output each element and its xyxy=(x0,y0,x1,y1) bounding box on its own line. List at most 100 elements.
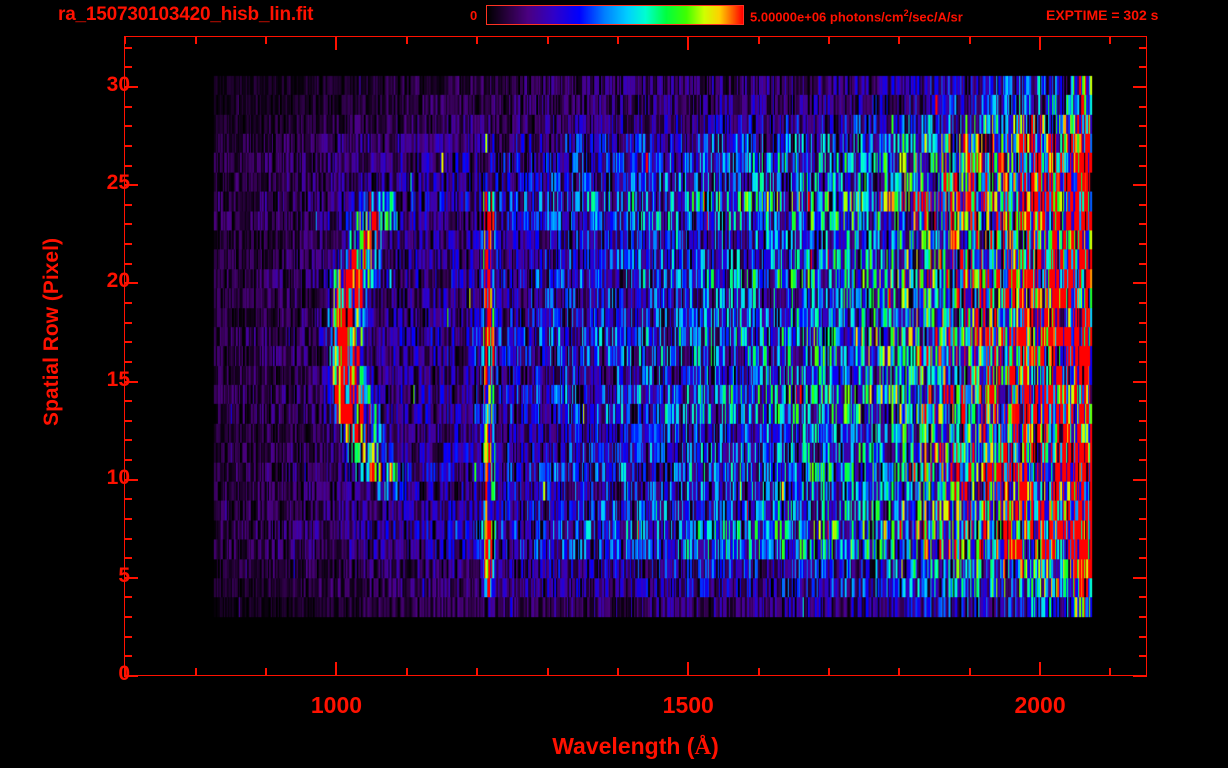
y-axis-minor-tick-right xyxy=(1139,517,1147,520)
y-axis-minor-tick xyxy=(124,360,132,363)
y-axis-minor-tick xyxy=(124,616,132,619)
y-axis-major-tick-right xyxy=(1133,282,1147,285)
x-axis-minor-tick-top xyxy=(616,36,619,44)
y-axis-minor-tick xyxy=(124,517,132,520)
x-axis-minor-tick xyxy=(476,668,479,676)
y-axis-tick-label: 30 xyxy=(106,73,130,97)
x-axis-major-tick xyxy=(1039,662,1042,676)
y-axis-minor-tick-right xyxy=(1139,557,1147,560)
y-axis-minor-tick-right xyxy=(1139,459,1147,462)
colorbar-max-value: 5.00000e+06 xyxy=(750,9,827,25)
y-axis-minor-tick-right xyxy=(1139,341,1147,344)
y-axis-tick-label: 5 xyxy=(118,563,130,587)
y-axis-minor-tick-right xyxy=(1139,144,1147,147)
y-axis-minor-tick xyxy=(124,498,132,501)
y-axis-major-tick xyxy=(124,184,138,187)
y-axis-major-tick-right xyxy=(1133,380,1147,383)
y-axis-minor-tick xyxy=(124,164,132,167)
y-axis-minor-tick xyxy=(124,439,132,442)
x-axis-minor-tick-top xyxy=(265,36,268,44)
x-axis-minor-tick xyxy=(1109,668,1112,676)
y-axis-tick-label: 25 xyxy=(106,171,130,195)
x-axis-minor-tick-top xyxy=(1109,36,1112,44)
colorbar-min-label: 0 xyxy=(470,8,478,23)
y-axis-minor-tick-right xyxy=(1139,419,1147,422)
x-axis-minor-tick xyxy=(827,668,830,676)
x-axis-major-tick xyxy=(335,662,338,676)
y-axis-minor-tick-right xyxy=(1139,635,1147,638)
x-axis-minor-tick xyxy=(616,668,619,676)
y-axis-minor-tick-right xyxy=(1139,439,1147,442)
x-axis-minor-tick-top xyxy=(194,36,197,44)
y-axis-minor-tick xyxy=(124,635,132,638)
x-axis-minor-tick-top xyxy=(546,36,549,44)
colorbar-gradient xyxy=(487,6,743,24)
plot-frame xyxy=(124,36,1147,676)
y-axis-minor-tick-right xyxy=(1139,400,1147,403)
x-axis-major-tick-top xyxy=(335,36,338,50)
y-axis-major-tick-right xyxy=(1133,478,1147,481)
y-axis-minor-tick xyxy=(124,557,132,560)
x-axis-minor-tick-top xyxy=(898,36,901,44)
x-axis-minor-tick xyxy=(265,668,268,676)
x-axis-minor-tick xyxy=(405,668,408,676)
colorbar-max-label: 5.00000e+06 photons/cm2/sec/A/sr xyxy=(750,8,963,24)
x-axis-major-tick-top xyxy=(1039,36,1042,50)
y-axis-minor-tick xyxy=(124,144,132,147)
colorbar xyxy=(486,5,744,25)
y-axis-major-tick xyxy=(124,675,138,677)
x-axis-minor-tick-top xyxy=(124,36,127,44)
y-axis-minor-tick xyxy=(124,419,132,422)
y-axis-minor-tick xyxy=(124,105,132,108)
x-axis-title-close: ) xyxy=(711,733,719,759)
x-axis-minor-tick-top xyxy=(968,36,971,44)
y-axis-minor-tick-right xyxy=(1139,301,1147,304)
y-axis-minor-tick xyxy=(124,262,132,265)
y-axis-minor-tick-right xyxy=(1139,498,1147,501)
y-axis-minor-tick-right xyxy=(1139,46,1147,49)
x-axis-major-tick xyxy=(687,662,690,676)
y-axis-minor-tick-right xyxy=(1139,616,1147,619)
x-axis-minor-tick xyxy=(546,668,549,676)
x-axis-title-text: Wavelength ( xyxy=(552,733,695,759)
y-axis-minor-tick-right xyxy=(1139,321,1147,324)
y-axis-major-tick xyxy=(124,478,138,481)
y-axis-minor-tick-right xyxy=(1139,105,1147,108)
x-axis-minor-tick-top xyxy=(827,36,830,44)
y-axis-tick-label: 10 xyxy=(106,465,130,489)
colorbar-units: photons/cm xyxy=(829,9,904,25)
x-axis-minor-tick xyxy=(968,668,971,676)
x-axis-minor-tick xyxy=(124,668,127,676)
y-axis-minor-tick xyxy=(124,243,132,246)
y-axis-minor-tick xyxy=(124,223,132,226)
y-axis-major-tick-right xyxy=(1133,86,1147,89)
y-axis-major-tick-right xyxy=(1133,576,1147,579)
y-axis-minor-tick-right xyxy=(1139,360,1147,363)
y-axis-minor-tick xyxy=(124,46,132,49)
colorbar-units-exponent: 2 xyxy=(903,8,909,18)
x-axis-title: Wavelength (Å) xyxy=(124,733,1147,760)
y-axis-minor-tick xyxy=(124,596,132,599)
y-axis-minor-tick-right xyxy=(1139,243,1147,246)
y-axis-minor-tick-right xyxy=(1139,537,1147,540)
file-title: ra_150730103420_hisb_lin.fit xyxy=(58,4,314,25)
y-axis-major-tick xyxy=(124,576,138,579)
y-axis-major-tick xyxy=(124,86,138,89)
y-axis-tick-label: 15 xyxy=(106,367,130,391)
spectrogram-image xyxy=(125,37,1146,675)
y-axis-major-tick-right xyxy=(1133,675,1147,677)
y-axis-minor-tick-right xyxy=(1139,596,1147,599)
y-axis-minor-tick xyxy=(124,537,132,540)
x-axis-tick-label: 2000 xyxy=(1014,692,1066,718)
y-axis-minor-tick xyxy=(124,400,132,403)
y-axis-tick-label: 0 xyxy=(70,662,130,686)
x-axis-minor-tick xyxy=(898,668,901,676)
y-axis-minor-tick-right xyxy=(1139,223,1147,226)
y-axis-major-tick xyxy=(124,380,138,383)
y-axis-tick-label: 20 xyxy=(106,269,130,293)
angstrom-symbol: Å xyxy=(694,734,712,759)
y-axis-minor-tick xyxy=(124,125,132,128)
y-axis-minor-tick xyxy=(124,459,132,462)
x-axis-tick-label: 1000 xyxy=(310,692,363,718)
